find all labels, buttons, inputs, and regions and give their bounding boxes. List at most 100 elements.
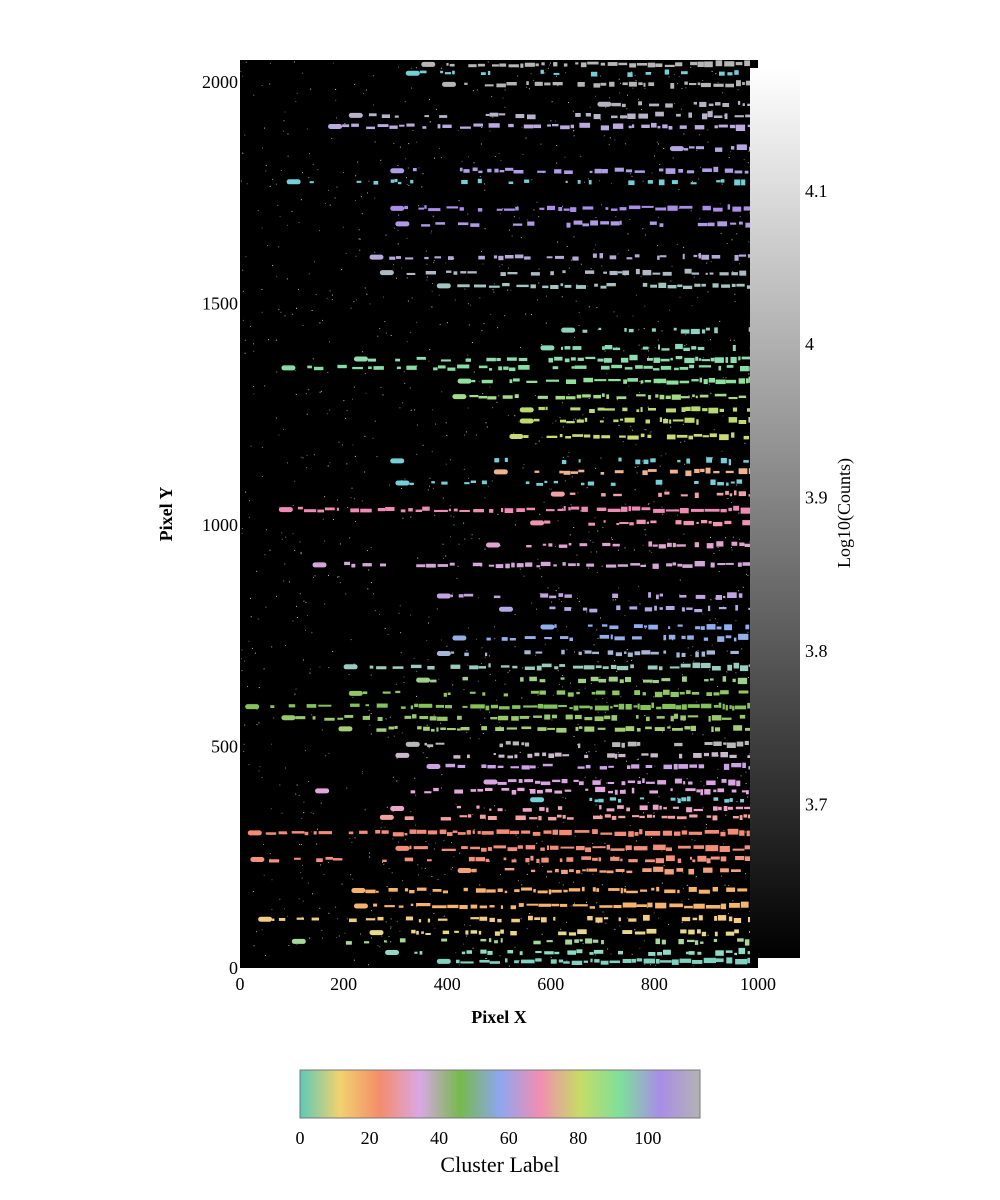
cluster-point: [656, 887, 659, 892]
cluster-point: [269, 859, 279, 862]
cluster-point: [583, 608, 587, 611]
cluster-point: [460, 961, 473, 963]
cluster-point: [544, 951, 554, 954]
noise-speckle: [402, 402, 403, 403]
noise-speckle: [327, 372, 328, 373]
noise-speckle: [710, 537, 711, 538]
noise-speckle: [257, 724, 258, 725]
cluster-point: [498, 889, 503, 893]
cluster-point: [337, 718, 343, 720]
cluster-point: [544, 830, 552, 833]
noise-speckle: [322, 938, 323, 939]
cluster-point: [731, 432, 734, 437]
noise-speckle: [367, 193, 368, 194]
noise-speckle: [319, 908, 320, 909]
noise-speckle: [477, 90, 478, 91]
noise-speckle: [335, 198, 336, 199]
noise-speckle: [466, 650, 467, 651]
cluster-point: [683, 286, 692, 289]
cluster-point: [398, 182, 401, 184]
noise-speckle: [645, 628, 646, 629]
noise-speckle: [682, 922, 683, 923]
cluster-point: [624, 328, 626, 332]
noise-speckle: [466, 936, 467, 937]
noise-speckle: [743, 587, 744, 588]
cluster-point: [730, 493, 733, 496]
cluster-point: [384, 905, 395, 907]
noise-speckle: [249, 517, 250, 518]
cluster-point: [559, 664, 565, 667]
cluster-point: [736, 284, 744, 287]
noise-speckle: [339, 936, 340, 937]
noise-speckle: [365, 288, 366, 289]
noise-speckle: [401, 488, 402, 489]
cluster-point: [614, 636, 624, 640]
cluster-point: [558, 932, 566, 936]
cluster-point: [511, 919, 520, 923]
noise-speckle: [604, 843, 605, 844]
cluster-point: [594, 284, 598, 287]
cluster-point: [363, 563, 372, 566]
noise-speckle: [485, 657, 486, 658]
noise-speckle: [610, 953, 611, 954]
noise-speckle: [541, 576, 542, 577]
noise-speckle: [649, 550, 650, 551]
cluster-point: [594, 83, 601, 87]
noise-speckle: [513, 433, 514, 434]
cluster-point: [682, 607, 685, 611]
cluster-point: [662, 124, 667, 128]
noise-speckle: [355, 837, 356, 838]
noise-speckle: [381, 827, 382, 828]
cluster-point: [440, 830, 447, 835]
cluster-point: [500, 170, 505, 172]
cluster-point: [446, 63, 448, 66]
cluster-point: [737, 742, 744, 747]
noise-speckle: [423, 445, 424, 446]
noise-speckle: [613, 599, 614, 600]
cluster-point: [436, 727, 438, 731]
noise-speckle: [373, 438, 374, 439]
cluster-point: [628, 653, 633, 657]
noise-speckle: [360, 239, 361, 240]
cluster-point: [565, 359, 570, 363]
cluster-point: [604, 520, 606, 523]
cluster-point: [338, 726, 352, 731]
cluster-point: [426, 271, 436, 275]
cluster-point: [292, 831, 305, 834]
cluster-point: [463, 706, 468, 708]
cluster-point: [720, 690, 729, 694]
cluster-point: [728, 204, 731, 209]
cluster-point: [637, 520, 646, 524]
cluster-point: [525, 743, 529, 747]
cluster-point: [608, 888, 619, 891]
cluster-point: [663, 635, 666, 640]
noise-speckle: [431, 876, 432, 877]
cluster-point: [608, 509, 621, 512]
cluster-point: [505, 891, 508, 893]
cluster-point: [591, 72, 597, 77]
noise-speckle: [643, 812, 644, 813]
cluster-point: [728, 807, 733, 810]
cluster-point: [601, 472, 605, 475]
cluster-point: [478, 208, 482, 212]
cluster-point: [421, 931, 424, 933]
cluster-point: [724, 624, 732, 630]
noise-speckle: [696, 876, 697, 877]
noise-speckle: [563, 426, 564, 427]
cluster-point: [650, 285, 657, 288]
cluster-point: [697, 856, 706, 862]
cluster-point: [658, 493, 662, 497]
cluster-point: [494, 845, 507, 848]
noise-speckle: [416, 696, 417, 697]
cluster-point: [736, 781, 740, 787]
noise-speckle: [377, 336, 378, 337]
cluster-point: [648, 592, 651, 598]
cluster-point: [718, 807, 722, 810]
noise-speckle: [253, 393, 254, 394]
noise-speckle: [292, 314, 293, 315]
cluster-point: [644, 959, 655, 964]
noise-speckle: [658, 144, 659, 145]
cluster-point: [305, 832, 309, 835]
cluster-point: [553, 82, 563, 85]
cluster-point: [582, 887, 585, 891]
